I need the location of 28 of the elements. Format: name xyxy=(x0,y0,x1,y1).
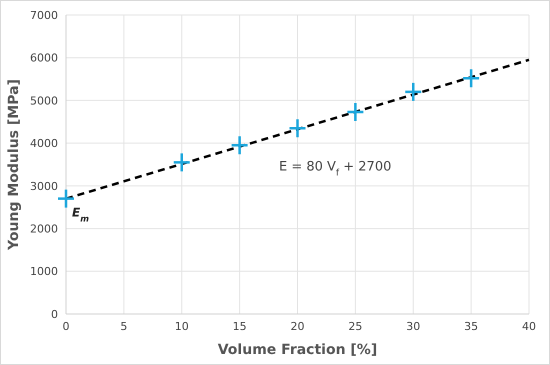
x-tick-label: 20 xyxy=(290,320,304,333)
point xyxy=(56,188,76,209)
y-tick-label: 5000 xyxy=(30,94,58,108)
point xyxy=(288,118,307,138)
annotation: E = 80 V$_{f}$ + 2700 xyxy=(278,159,392,178)
point xyxy=(172,152,191,173)
x-tick-label: 35 xyxy=(464,320,478,333)
point xyxy=(404,82,422,102)
y-tick-label: 0 xyxy=(51,308,58,321)
y-tick-label: 3000 xyxy=(30,180,58,193)
point xyxy=(462,68,480,88)
x-tick-label: 0 xyxy=(62,320,70,333)
x-tick-label: 40 xyxy=(522,320,536,333)
y-tick-label: 4000 xyxy=(30,137,58,150)
point xyxy=(230,135,249,156)
x-axis-title: Volume Fraction [%] xyxy=(218,342,378,358)
y-tick-label: 6000 xyxy=(30,52,58,65)
y-axis-title: Young Modulus [MPa] xyxy=(6,79,22,251)
x-tick-label: 30 xyxy=(406,320,420,333)
point xyxy=(346,102,365,122)
y-tick-label: 7000 xyxy=(30,8,58,22)
x-tick-label: 25 xyxy=(348,320,362,333)
x-tick-label: 5 xyxy=(120,320,128,333)
annotation: E$_{m}$ xyxy=(72,206,90,224)
y-tick-label: 2000 xyxy=(30,222,58,236)
y-tick-label: 1000 xyxy=(30,265,58,278)
x-tick-label: 15 xyxy=(232,320,247,333)
x-tick-label: 10 xyxy=(174,320,189,333)
